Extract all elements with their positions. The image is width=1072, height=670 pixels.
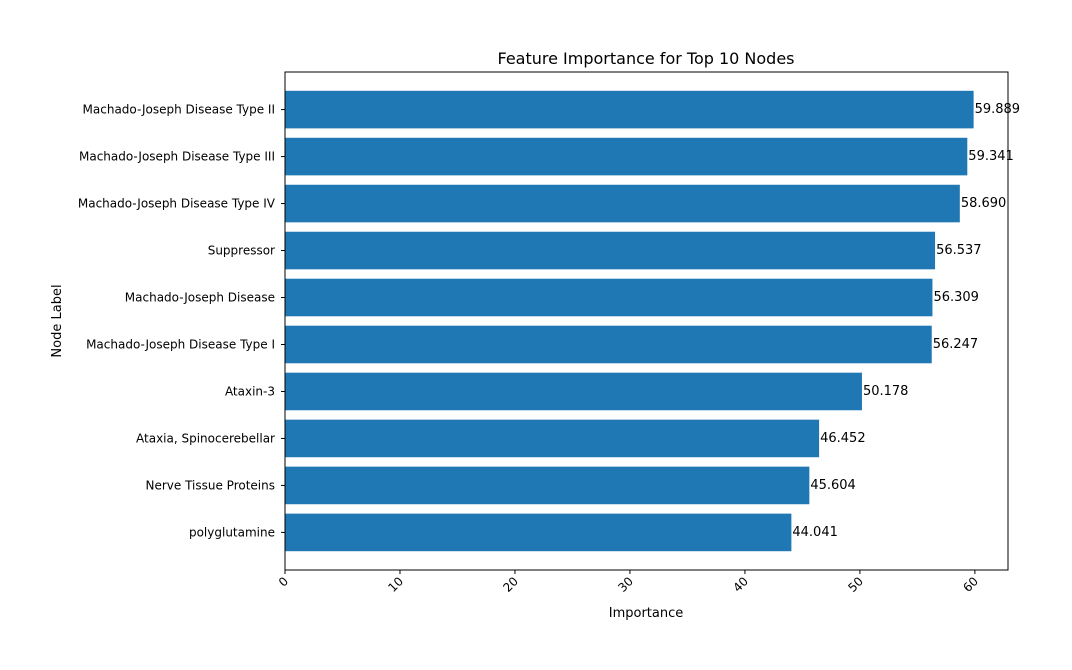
x-axis-label: Importance — [609, 606, 684, 621]
y-axis: Machado-Joseph Disease Type II Machado-Jo… — [78, 103, 285, 539]
bar — [285, 325, 932, 364]
x-tick-label: 60 — [960, 574, 981, 595]
bar — [285, 90, 974, 129]
data-label: 46.452 — [820, 431, 866, 446]
data-labels-group: 59.889 59.341 58.690 56.537 56.309 56.247 50.1… — [792, 102, 1020, 540]
y-tick-label: Nerve Tissue Proteins — [145, 478, 275, 492]
y-tick-label: Machado-Joseph Disease Type III — [79, 150, 275, 164]
bar — [285, 419, 820, 458]
data-label: 50.178 — [863, 384, 909, 399]
bar — [285, 513, 792, 552]
x-axis: 0 10 20 30 40 50 60 — [276, 570, 981, 595]
bar — [285, 466, 810, 505]
bar — [285, 184, 960, 223]
data-label: 59.341 — [968, 149, 1014, 164]
bar — [285, 231, 936, 270]
y-tick-label: Suppressor — [208, 244, 275, 258]
y-tick-label: Ataxia, Spinocerebellar — [136, 431, 275, 445]
plot-frame — [284, 71, 1009, 571]
x-tick-label: 30 — [615, 574, 636, 595]
x-tick-label: 50 — [845, 574, 866, 595]
y-axis-label: Node Label — [50, 284, 65, 357]
data-label: 59.889 — [975, 102, 1021, 117]
x-tick-label: 0 — [276, 574, 291, 589]
bar — [285, 372, 862, 411]
x-tick-label: 40 — [730, 574, 751, 595]
y-tick-label: Ataxin-3 — [225, 384, 275, 398]
y-tick-label: Machado-Joseph Disease Type II — [83, 103, 275, 117]
y-tick-label: Machado-Joseph Disease Type I — [86, 337, 275, 351]
data-label: 58.690 — [961, 196, 1007, 211]
x-tick-label: 20 — [500, 574, 521, 595]
y-tick-label: Machado-Joseph Disease Type IV — [78, 197, 276, 211]
data-label: 44.041 — [792, 525, 838, 540]
chart-title: Feature Importance for Top 10 Nodes — [497, 49, 794, 68]
bars-group — [285, 90, 974, 552]
data-label: 56.537 — [936, 243, 982, 258]
y-tick-label: Machado-Joseph Disease — [125, 291, 275, 305]
bar — [285, 278, 933, 317]
y-tick-label: polyglutamine — [189, 525, 275, 539]
data-label: 45.604 — [810, 478, 856, 493]
bar — [285, 137, 968, 176]
data-label: 56.247 — [933, 337, 979, 352]
data-label: 56.309 — [933, 290, 979, 305]
x-tick-label: 10 — [385, 574, 406, 595]
